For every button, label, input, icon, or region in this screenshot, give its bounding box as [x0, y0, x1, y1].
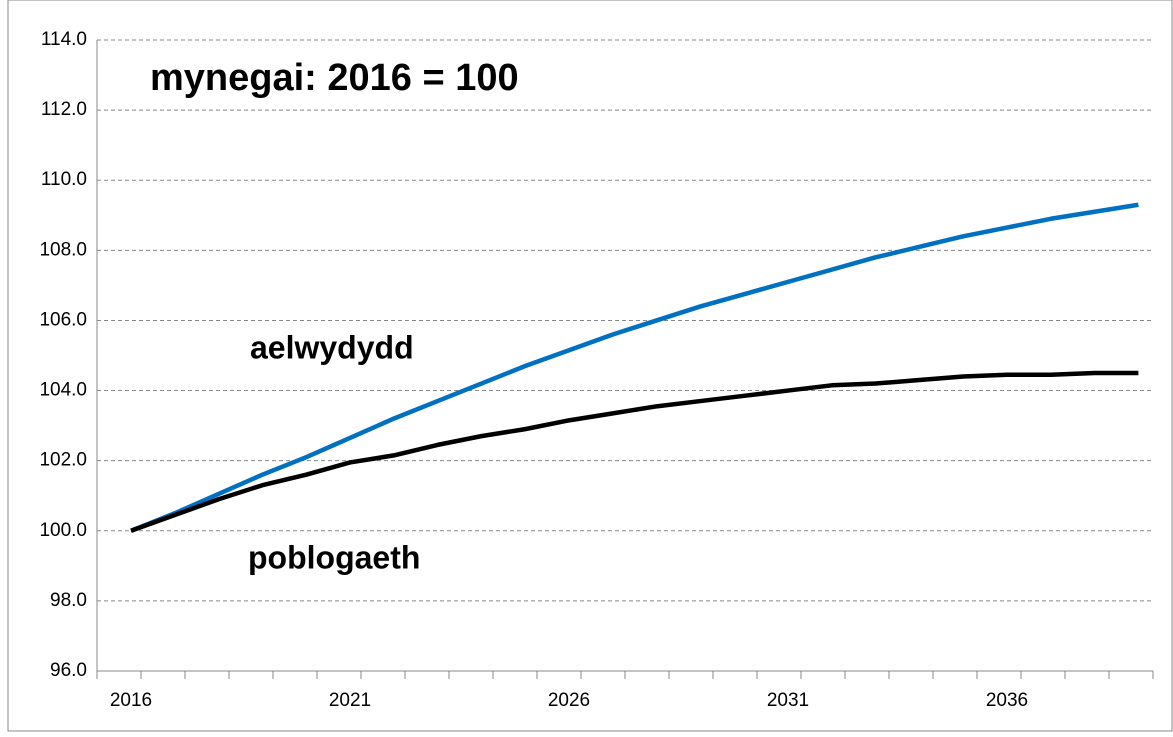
y-tick-label: 108.0: [39, 239, 87, 260]
y-tick-label: 112.0: [41, 99, 87, 120]
x-tick-label: 2021: [329, 690, 371, 711]
y-tick-label: 110.0: [41, 169, 87, 190]
x-tick-label: 2031: [767, 690, 809, 711]
y-tick-label: 104.0: [39, 380, 87, 401]
chart-title: mynegai: 2016 = 100: [150, 57, 519, 99]
x-tick-label: 2026: [548, 690, 590, 711]
y-tick-label: 100.0: [39, 520, 87, 541]
y-tick-label: 102.0: [39, 450, 87, 471]
y-tick-label: 114.0: [41, 29, 87, 50]
series-annotation: poblogaeth: [248, 539, 420, 575]
series-annotation: aelwydydd: [250, 329, 414, 365]
series-line: [130, 370, 1139, 533]
series-line: [130, 202, 1139, 533]
y-tick-label: 106.0: [39, 309, 87, 330]
chart-frame: [7, 0, 1173, 732]
y-tick-label: 98.0: [50, 590, 87, 611]
y-tick-label: 96.0: [50, 660, 87, 681]
x-tick-label: 2036: [986, 690, 1028, 711]
x-tick-label: 2016: [110, 690, 152, 711]
